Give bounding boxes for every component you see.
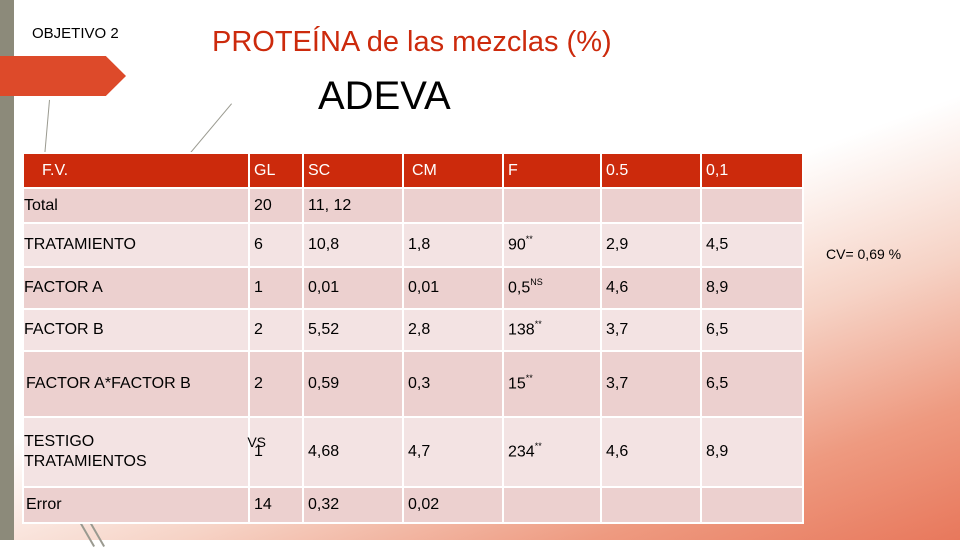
table-row: FACTOR B 2 5,52 2,8 138** 3,7 6,5 (22, 308, 804, 352)
arrow-shape (0, 56, 126, 96)
cell-sc: 0,01 (302, 266, 404, 310)
cell-p05: 4,6 (600, 416, 702, 488)
cell-fv: TRATAMIENTO (22, 222, 250, 268)
cell-p01: 8,9 (700, 416, 804, 488)
cell-cm: 4,7 (402, 416, 504, 488)
header-f: F (502, 152, 602, 189)
cell-cm: 0,3 (402, 350, 504, 418)
cell-p01: 4,5 (700, 222, 804, 268)
cell-p05: 2,9 (600, 222, 702, 268)
cell-fv: FACTOR A*FACTOR B (22, 350, 250, 418)
cell-gl: 20 (248, 187, 304, 224)
table-header-row: F.V. GL SC CM F 0.5 0,1 (22, 152, 804, 189)
header-p05: 0.5 (600, 152, 702, 189)
table-row: FACTOR A*FACTOR B 2 0,59 0,3 15** 3,7 6,… (22, 350, 804, 418)
cell-cm: 2,8 (402, 308, 504, 352)
cell-f: 138** (502, 308, 602, 352)
cell-sc: 0,32 (302, 486, 404, 524)
f-value: 234 (508, 443, 535, 461)
cell-gl: 2 (248, 308, 304, 352)
header-fv: F.V. (22, 152, 250, 189)
cell-cm: 0,01 (402, 266, 504, 310)
cell-fv: Error (22, 486, 250, 524)
cell-sc: 11, 12 (302, 187, 404, 224)
cell-f: 15** (502, 350, 602, 418)
f-value: 138 (508, 321, 535, 339)
cell-fv: TESTIGO VS TRATAMIENTOS (22, 416, 266, 488)
cell-fv-line: TESTIGO VS (24, 432, 266, 452)
table-row: Error 14 0,32 0,02 (22, 486, 804, 524)
fv-line-1: TESTIGO (24, 433, 95, 450)
f-significance: ** (534, 319, 542, 330)
table-row: Total 20 11, 12 (22, 187, 804, 224)
cell-gl: 14 (248, 486, 304, 524)
cell-sc: 0,59 (302, 350, 404, 418)
cell-f: 234** (502, 416, 602, 488)
header-cm: CM (402, 152, 504, 189)
cell-cm: 1,8 (402, 222, 504, 268)
slide-title: PROTEÍNA de las mezclas (%) (212, 26, 612, 58)
cell-p05: 3,7 (600, 308, 702, 352)
cv-note: CV= 0,69 % (826, 246, 902, 262)
header-sc: SC (302, 152, 404, 189)
cell-f (502, 187, 602, 224)
cell-f (502, 486, 602, 524)
cell-p01 (700, 187, 804, 224)
cell-p01: 6,5 (700, 308, 804, 352)
cell-sc: 5,52 (302, 308, 404, 352)
cell-p01: 8,9 (700, 266, 804, 310)
f-significance: ** (534, 441, 542, 452)
cell-p01 (700, 486, 804, 524)
f-significance: ** (525, 373, 533, 384)
cell-fv: FACTOR B (22, 308, 250, 352)
table-row: FACTOR A 1 0,01 0,01 0,5NS 4,6 8,9 (22, 266, 804, 310)
slide-subtitle: ADEVA (318, 74, 451, 118)
f-value: 0,5 (508, 279, 531, 297)
cell-gl: 6 (248, 222, 304, 268)
fv-line-2: TRATAMIENTOS (24, 453, 147, 470)
adeva-table: F.V. GL SC CM F 0.5 0,1 Total 20 11, 12 … (22, 152, 804, 524)
cell-f: 0,5NS (502, 266, 602, 310)
cell-p05: 3,7 (600, 350, 702, 418)
cell-cm: 0,02 (402, 486, 504, 524)
cell-gl: 1 (248, 266, 304, 310)
f-value: 90 (508, 236, 526, 254)
table-row: TESTIGO VS TRATAMIENTOS 1 4,68 4,7 234** … (22, 416, 804, 488)
cell-sc: 10,8 (302, 222, 404, 268)
f-value: 15 (508, 375, 526, 393)
f-significance: NS (530, 277, 543, 288)
cell-fv-stack: TESTIGO VS TRATAMIENTOS (24, 432, 266, 472)
cell-fv: FACTOR A (22, 266, 250, 310)
cell-p05: 4,6 (600, 266, 702, 310)
cell-p05 (600, 486, 702, 524)
cell-fv: Total (22, 187, 250, 224)
cell-gl: 1 (248, 416, 304, 488)
cell-gl: 2 (248, 350, 304, 418)
header-gl: GL (248, 152, 304, 189)
objective-label: OBJETIVO 2 (32, 25, 119, 42)
table-row: TRATAMIENTO 6 10,8 1,8 90** 2,9 4,5 (22, 222, 804, 268)
cell-p05 (600, 187, 702, 224)
f-significance: ** (525, 234, 533, 245)
left-accent-bar (0, 0, 14, 540)
cell-cm (402, 187, 504, 224)
cell-f: 90** (502, 222, 602, 268)
cell-sc: 4,68 (302, 416, 404, 488)
header-p01: 0,1 (700, 152, 804, 189)
cell-p01: 6,5 (700, 350, 804, 418)
